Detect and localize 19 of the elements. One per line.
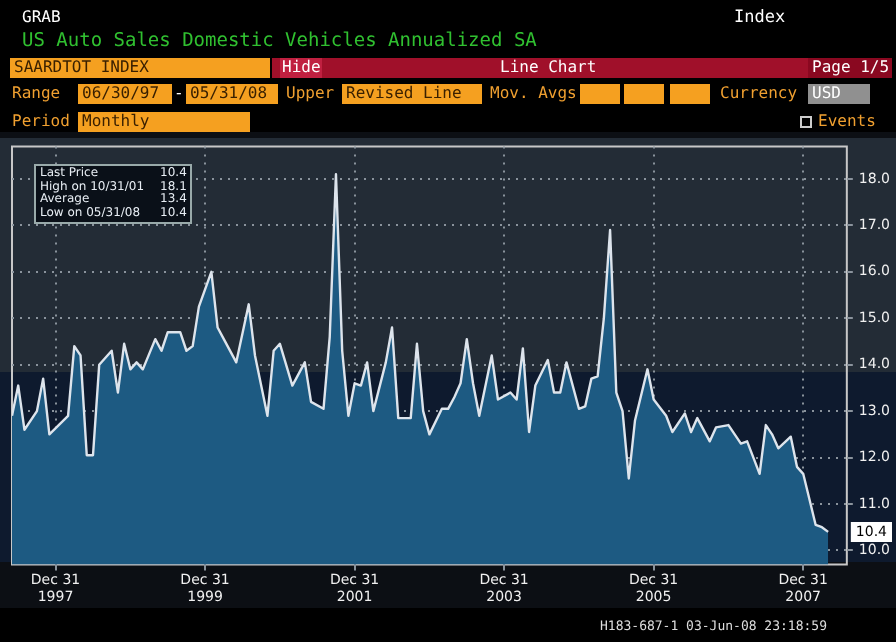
text: Line Chart	[500, 58, 597, 78]
text: USD	[808, 84, 870, 104]
chart-title: US Auto Sales Domestic Vehicles Annualized SA	[22, 30, 537, 54]
text: 06/30/97	[78, 84, 172, 104]
text: Page 1/5	[808, 58, 892, 78]
text: 05/31/08	[186, 84, 278, 104]
text: Hide	[280, 58, 322, 78]
text: Currency	[720, 84, 798, 104]
text: -	[174, 84, 184, 104]
text: Index	[734, 8, 786, 28]
text: Revised Line	[342, 84, 482, 104]
text: Monthly	[78, 112, 250, 132]
text: Upper	[286, 84, 335, 104]
text: Range	[12, 84, 61, 104]
text: GRAB	[22, 8, 61, 28]
text: Period	[12, 112, 70, 132]
text: Mov. Avgs	[490, 84, 577, 104]
text: Events	[818, 112, 876, 132]
text: SAARDTOT INDEX	[10, 58, 270, 78]
